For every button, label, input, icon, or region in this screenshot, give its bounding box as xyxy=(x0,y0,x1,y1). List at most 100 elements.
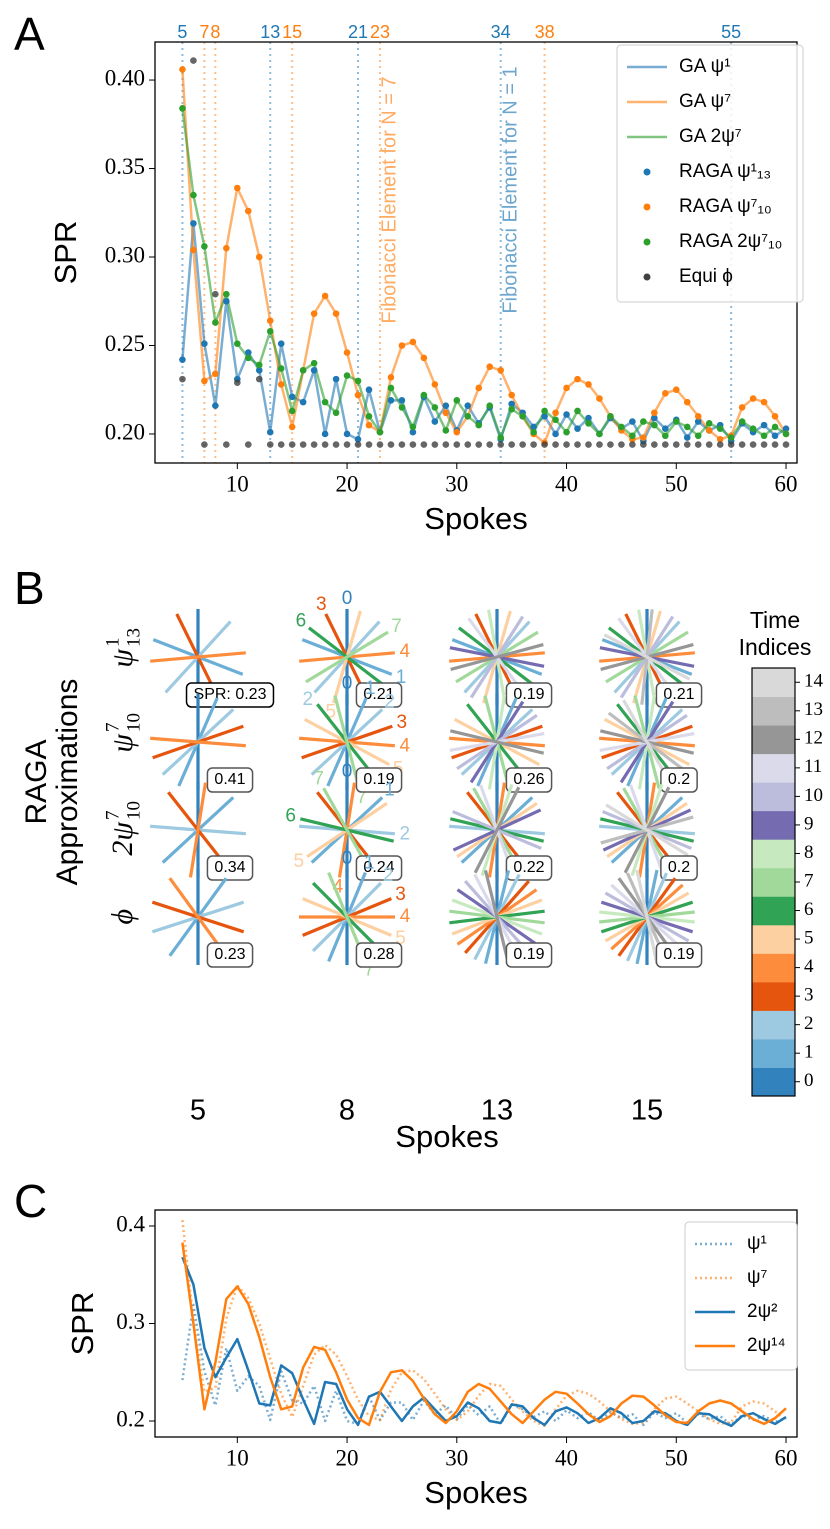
point xyxy=(475,441,483,448)
spoke-label: 2 xyxy=(383,865,394,886)
point xyxy=(453,428,461,436)
fibonacci-label: 15 xyxy=(282,22,302,42)
legend-label: ψ¹ xyxy=(747,1233,767,1254)
spoke xyxy=(473,786,521,874)
spoke-label: 1 xyxy=(384,780,395,801)
point xyxy=(354,435,362,443)
point xyxy=(475,421,483,429)
colorbar-tick-label: 12 xyxy=(804,728,823,749)
point xyxy=(738,418,746,425)
column-label: 5 xyxy=(190,1095,206,1127)
spr-label: 0.26 xyxy=(513,771,544,788)
point xyxy=(563,428,570,436)
point xyxy=(343,441,351,448)
point xyxy=(321,430,329,438)
point xyxy=(749,425,757,432)
point xyxy=(552,416,559,424)
point xyxy=(662,441,669,448)
point xyxy=(563,384,570,392)
point xyxy=(310,359,318,367)
point xyxy=(201,377,208,385)
point xyxy=(365,421,373,429)
point xyxy=(234,340,241,348)
x-tick-label: 20 xyxy=(336,1445,359,1470)
panel-label: C xyxy=(14,1175,47,1227)
point xyxy=(223,244,230,252)
point xyxy=(179,356,186,363)
legend-marker xyxy=(643,273,651,281)
point xyxy=(782,441,790,448)
point xyxy=(244,354,252,362)
row-label-base: ψ xyxy=(106,648,139,668)
row-label-sub: 13 xyxy=(123,628,144,647)
spr-box xyxy=(355,767,403,793)
colorbar-cell xyxy=(752,924,795,954)
point xyxy=(738,441,746,448)
point xyxy=(651,414,658,422)
spoke-label: 1 xyxy=(396,667,407,688)
spoke-label: 6 xyxy=(296,611,307,632)
point xyxy=(255,366,263,374)
point xyxy=(409,441,417,448)
row-label: ψ7 10 xyxy=(102,713,144,753)
spoke-label: 0 xyxy=(342,848,353,869)
point xyxy=(409,428,417,436)
point xyxy=(574,425,581,432)
point xyxy=(771,441,779,448)
point xyxy=(694,432,702,440)
spoke-label: 7 xyxy=(364,960,375,981)
colorbar-cell xyxy=(752,953,795,983)
point xyxy=(244,441,252,448)
spoke-label: 0 xyxy=(342,761,353,782)
point xyxy=(255,375,263,383)
point xyxy=(672,418,680,425)
spr-label: 0.19 xyxy=(513,686,544,703)
x-axis-label: Spokes xyxy=(424,501,527,536)
legend-box xyxy=(616,44,804,303)
spr-box xyxy=(206,767,254,793)
colorbar-cell xyxy=(752,981,795,1011)
colorbar-tick-label: 8 xyxy=(804,842,814,863)
spr-label: SPR: 0.23 xyxy=(194,686,267,703)
legend-box xyxy=(684,1221,798,1371)
point xyxy=(705,420,713,427)
point xyxy=(738,404,746,411)
spr-label: 0.19 xyxy=(513,946,544,963)
point xyxy=(321,398,329,406)
point xyxy=(453,397,461,404)
spr-box xyxy=(505,942,553,968)
column-label: 15 xyxy=(631,1095,663,1127)
point xyxy=(552,441,559,448)
point xyxy=(760,432,768,440)
spr-box xyxy=(206,855,254,881)
spr-label: 0.19 xyxy=(363,771,394,788)
legend-label: RAGA 2ψ⁷₁₀ xyxy=(679,231,782,252)
point xyxy=(771,423,779,431)
legend-marker xyxy=(643,168,651,176)
point xyxy=(782,425,790,432)
point xyxy=(585,441,592,448)
spoke-label: 7 xyxy=(391,616,402,637)
spr-label: 0.23 xyxy=(214,946,245,963)
spoke-label: 4 xyxy=(333,876,344,897)
spoke xyxy=(449,729,545,755)
point xyxy=(607,412,614,420)
point xyxy=(223,297,230,305)
point xyxy=(662,432,669,440)
point xyxy=(585,414,592,422)
annotation: Fibonacci Element for N = 7 xyxy=(378,76,400,323)
colorbar-tick-label: 4 xyxy=(804,956,814,977)
point xyxy=(574,375,581,383)
point xyxy=(760,421,768,429)
legend-label: GA ψ⁷ xyxy=(679,91,731,112)
colorbar-tick-label: 11 xyxy=(804,756,822,777)
point xyxy=(585,420,592,427)
point xyxy=(420,441,428,448)
y-tick-label: 0.40 xyxy=(105,65,145,90)
point xyxy=(332,409,340,417)
point xyxy=(760,398,768,406)
point xyxy=(727,441,735,448)
spr-box xyxy=(660,855,698,881)
point xyxy=(683,398,691,406)
